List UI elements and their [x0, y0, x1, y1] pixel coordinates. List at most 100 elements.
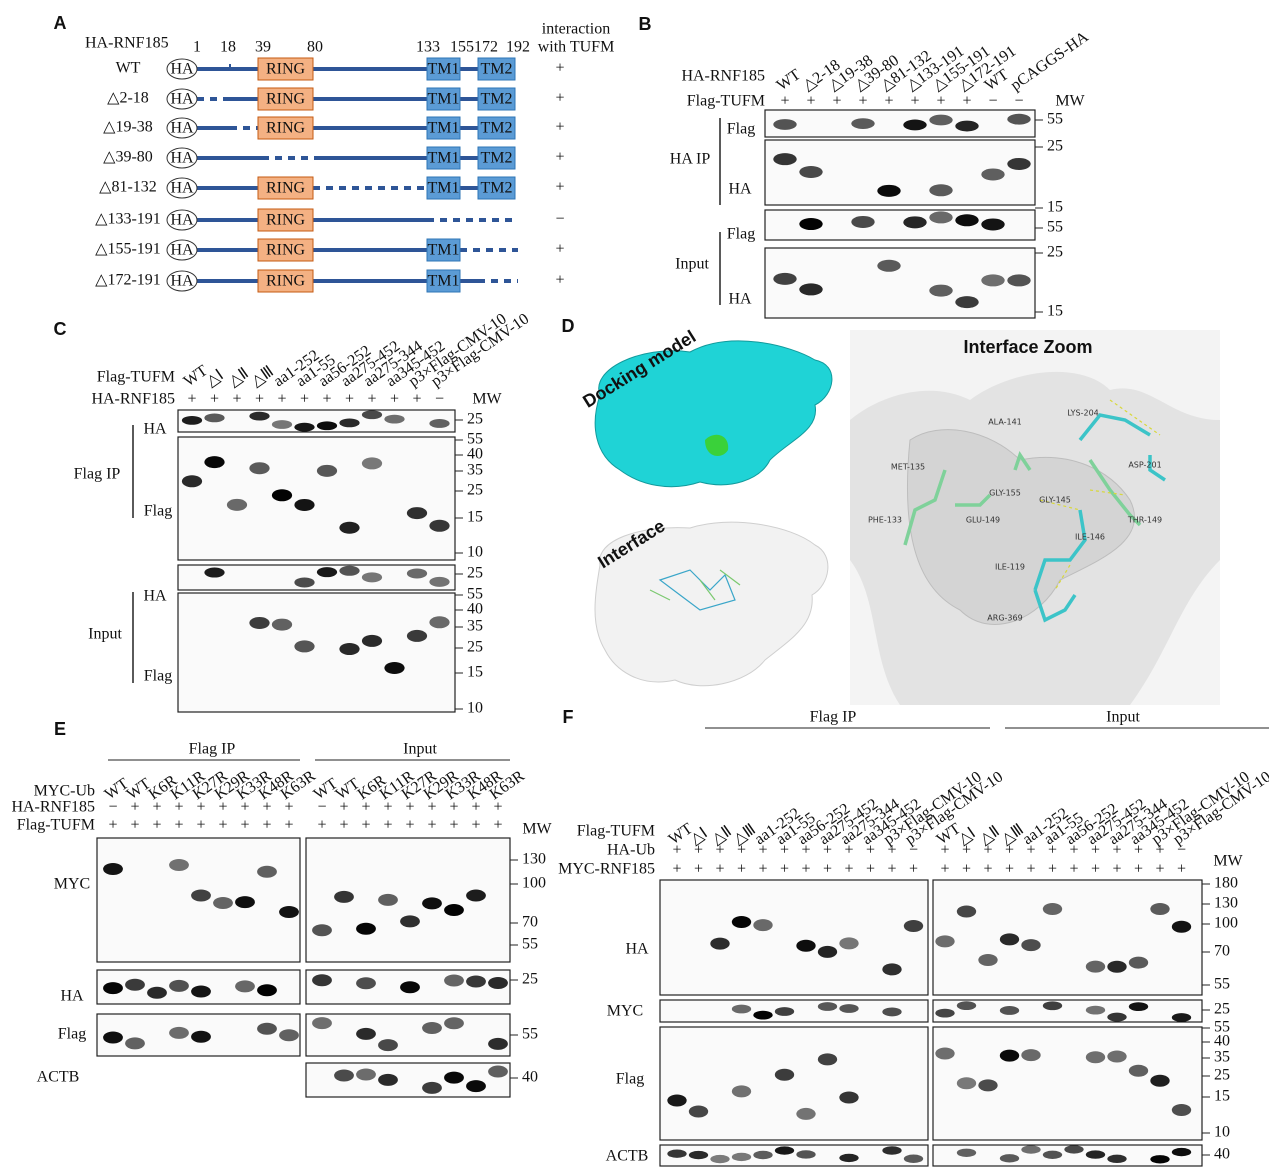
- blot: [177, 409, 456, 433]
- band: [799, 283, 823, 296]
- band: [356, 977, 376, 990]
- band: [929, 184, 953, 197]
- band: [1171, 1147, 1192, 1157]
- band: [1042, 1150, 1063, 1159]
- sign: +: [1134, 861, 1143, 878]
- band: [204, 413, 225, 423]
- band: [999, 933, 1020, 946]
- band: [271, 618, 293, 631]
- group-label: HA IP: [670, 151, 711, 168]
- sign: +: [218, 799, 227, 816]
- tag-label: HA: [170, 212, 194, 229]
- band: [753, 919, 773, 932]
- sign: +: [262, 799, 271, 816]
- blot: [305, 1013, 511, 1057]
- sign: +: [1048, 861, 1057, 878]
- band: [955, 296, 979, 309]
- blot-label: HA: [625, 941, 649, 958]
- band: [356, 1068, 376, 1081]
- band: [191, 1030, 211, 1043]
- sign: +: [1069, 861, 1078, 878]
- sign: +: [694, 861, 703, 878]
- band: [1042, 903, 1063, 916]
- band: [731, 1152, 752, 1162]
- sign: +: [152, 817, 161, 834]
- blot: [764, 247, 1036, 319]
- band: [956, 905, 977, 918]
- mw-title: MW: [1213, 853, 1243, 870]
- mw-marker: 55: [467, 586, 483, 603]
- construct-row-name: △39-80: [103, 149, 153, 166]
- band: [279, 906, 299, 919]
- sign: +: [262, 817, 271, 834]
- band: [903, 119, 927, 131]
- blot: [659, 879, 929, 996]
- tag-label: HA: [170, 273, 194, 290]
- band: [956, 1001, 977, 1011]
- band: [429, 616, 450, 629]
- sign: +: [983, 842, 992, 859]
- domain-label: TM1: [428, 91, 460, 108]
- band: [774, 1146, 795, 1155]
- tag-oval: [166, 209, 198, 231]
- band: [710, 937, 730, 950]
- mw-marker: 40: [467, 446, 483, 463]
- band: [773, 272, 797, 285]
- sign: +: [174, 817, 183, 834]
- band: [935, 1047, 955, 1060]
- sign: +: [780, 861, 789, 878]
- domain-label: TM2: [481, 61, 513, 78]
- construct-row-name: △19-38: [103, 119, 153, 136]
- sign: +: [844, 861, 853, 878]
- mw-marker: 25: [1214, 1001, 1230, 1018]
- band: [1007, 113, 1031, 125]
- interaction-result: +: [555, 60, 564, 77]
- domain-label: RING: [266, 180, 306, 197]
- band: [839, 1004, 859, 1013]
- tag-oval: [166, 117, 198, 139]
- band: [774, 1068, 795, 1081]
- sign: +: [345, 391, 354, 408]
- band: [667, 1094, 687, 1107]
- header: interaction: [542, 21, 610, 38]
- group-label: Input: [88, 626, 122, 643]
- interaction-result: +: [555, 119, 564, 136]
- mw-marker: 130: [1214, 895, 1238, 912]
- mw-title: MW: [472, 391, 502, 408]
- band: [882, 1007, 902, 1017]
- mw-marker: 40: [1214, 1033, 1230, 1050]
- sign: +: [405, 799, 414, 816]
- tag-oval: [166, 58, 198, 80]
- band: [204, 567, 225, 578]
- blot-label: Flag: [727, 121, 755, 138]
- mw-marker: 15: [467, 509, 483, 526]
- sign: +: [367, 391, 376, 408]
- sign: +: [196, 817, 205, 834]
- panel-label: F: [563, 707, 574, 727]
- domain-box: [257, 116, 314, 140]
- sign: −: [1177, 842, 1186, 859]
- sign: +: [844, 842, 853, 859]
- sign: +: [1026, 842, 1035, 859]
- band: [903, 1154, 924, 1163]
- band: [249, 616, 270, 629]
- blot-label: HA: [728, 181, 752, 198]
- band: [981, 218, 1005, 231]
- blot-label: ACTB: [37, 1069, 80, 1086]
- band: [422, 1081, 442, 1094]
- band: [999, 1154, 1020, 1163]
- band: [882, 1146, 902, 1155]
- mw-marker: 40: [467, 601, 483, 618]
- sign: +: [801, 842, 810, 859]
- construct-row-name: △155-191: [95, 241, 161, 258]
- band: [444, 904, 464, 917]
- row-name: HA-Ub: [607, 842, 655, 859]
- band: [257, 865, 277, 878]
- panel-label: C: [54, 319, 67, 339]
- domain-label: TM2: [481, 120, 513, 137]
- sign: +: [1155, 842, 1164, 859]
- residue-label: ILE-119: [995, 563, 1025, 572]
- domain-label: TM2: [481, 91, 513, 108]
- mw-marker: 25: [1047, 244, 1063, 261]
- sign: +: [962, 861, 971, 878]
